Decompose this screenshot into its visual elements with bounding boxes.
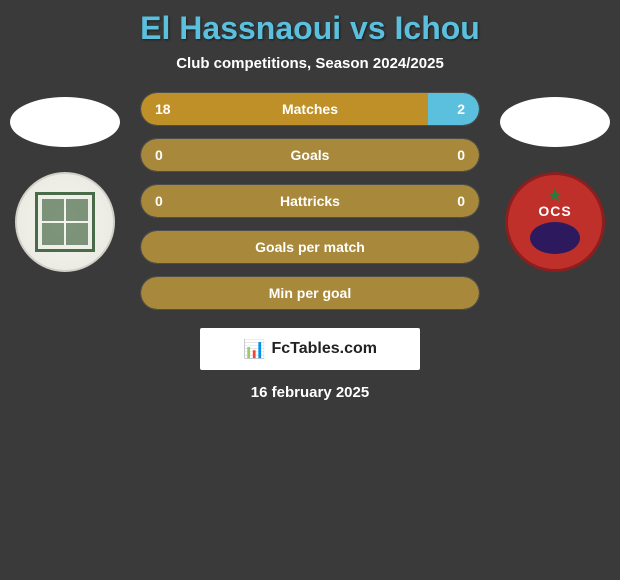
bar-value-left: 0 [155, 193, 163, 209]
bar-label: Min per goal [269, 285, 351, 301]
watermark-text: FcTables.com [271, 340, 377, 358]
stat-bar: 0 0 Hattricks [140, 184, 480, 218]
stat-bar: 18 2 Matches [140, 92, 480, 126]
bar-fill-right [428, 93, 479, 125]
left-player-photo [10, 97, 120, 147]
bar-value-right: 0 [457, 193, 465, 209]
bar-value-left: 0 [155, 147, 163, 163]
main-row: 18 2 Matches 0 0 Goals 0 0 Hattricks Goals per ma… [0, 92, 620, 310]
bar-value-left: 18 [155, 101, 171, 117]
stat-bars: 18 2 Matches 0 0 Goals 0 0 Hattricks Goals per ma… [140, 92, 480, 310]
left-column [10, 92, 120, 272]
right-club-logo: ★ OCS [505, 172, 605, 272]
bar-label: Goals per match [255, 239, 365, 255]
comparison-container: El Hassnaoui vs Ichou Club competitions,… [0, 0, 620, 411]
stat-bar: 0 0 Goals [140, 138, 480, 172]
bar-label: Matches [282, 101, 338, 117]
bar-label: Hattricks [280, 193, 340, 209]
bar-label: Goals [291, 147, 330, 163]
bar-value-right: 0 [457, 147, 465, 163]
comparison-subtitle: Club competitions, Season 2024/2025 [176, 55, 444, 72]
bar-value-right: 2 [457, 101, 465, 117]
left-club-logo [15, 172, 115, 272]
right-player-photo [500, 97, 610, 147]
stat-bar: Min per goal [140, 276, 480, 310]
club-acronym: OCS [538, 203, 571, 219]
comparison-title: El Hassnaoui vs Ichou [140, 10, 480, 47]
date-label: 16 february 2025 [251, 384, 369, 401]
watermark: 📊 FcTables.com [200, 328, 420, 370]
chart-icon: 📊 [243, 339, 265, 360]
ball-icon [530, 222, 580, 254]
stat-bar: Goals per match [140, 230, 480, 264]
right-column: ★ OCS [500, 92, 610, 272]
shield-icon [35, 192, 95, 252]
